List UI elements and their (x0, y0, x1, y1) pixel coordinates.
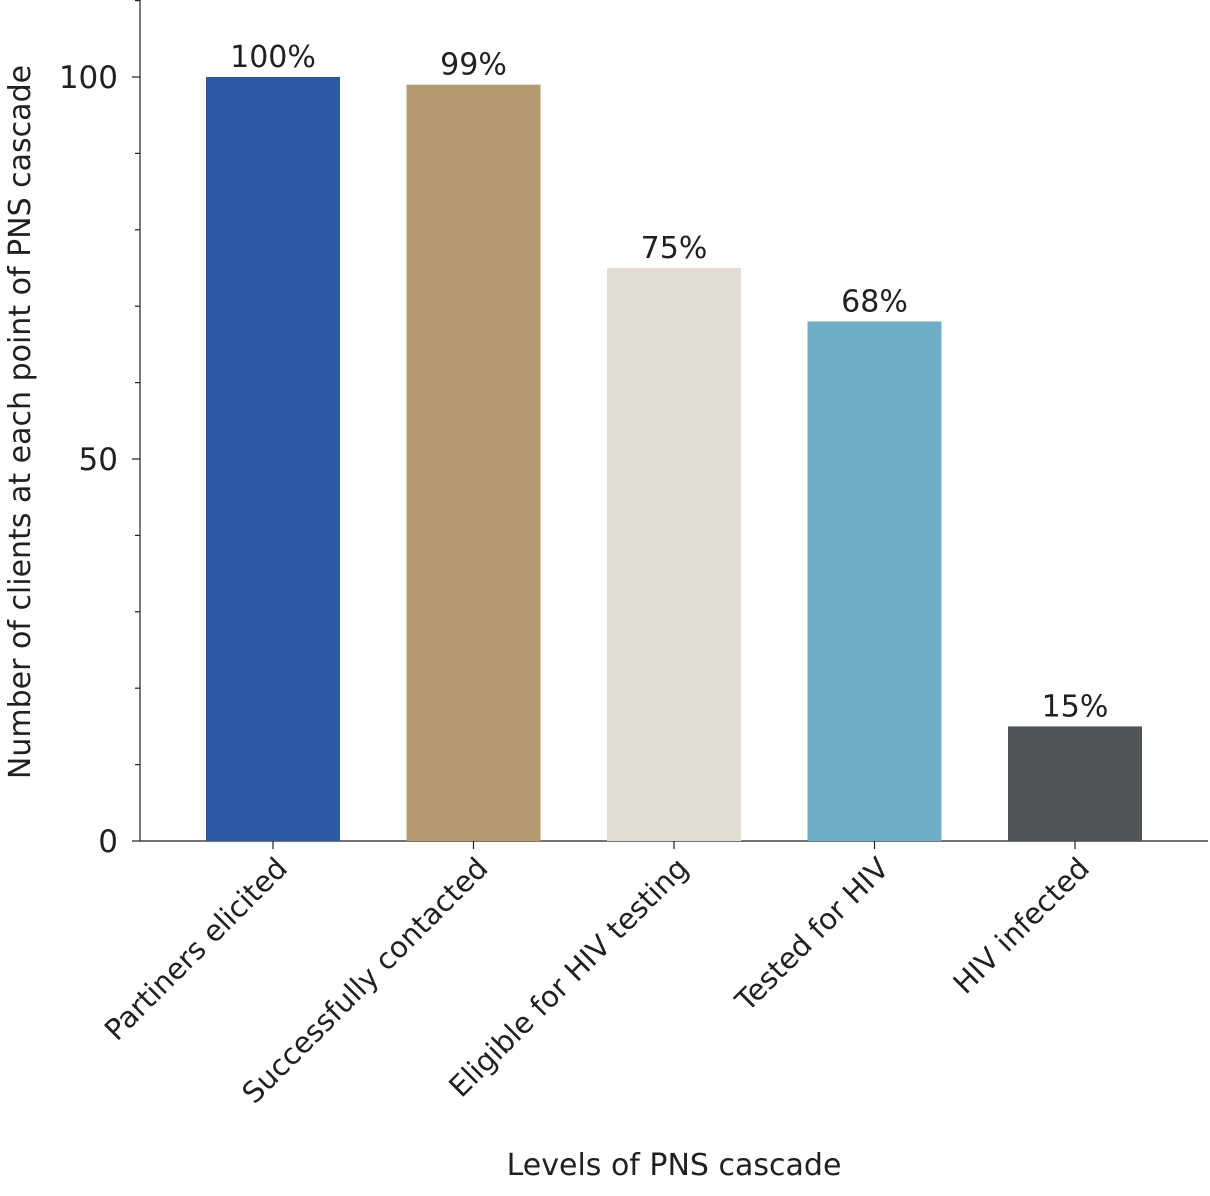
y-tick-label: 0 (98, 824, 118, 860)
data-label: 15% (1042, 689, 1109, 724)
data-label: 75% (641, 231, 708, 266)
bar (406, 84, 541, 841)
y-axis-title: Number of clients at each point of PNS c… (3, 65, 38, 779)
data-label: 100% (230, 40, 316, 75)
bar (807, 321, 942, 842)
bar (1008, 726, 1142, 841)
category-label: Partiners elicited (98, 851, 294, 1047)
category-label: HIV infected (946, 851, 1096, 1001)
y-tick-label: 50 (79, 442, 118, 478)
data-label: 68% (841, 284, 908, 319)
y-tick-label: 100 (59, 60, 118, 96)
bar (206, 77, 340, 841)
category-label: Tested for HIV (728, 851, 896, 1019)
data-labels: 100% 99% 75% 68% 15% (230, 40, 1108, 724)
x-axis-title: Levels of PNS cascade (507, 1148, 842, 1183)
bars (206, 77, 1142, 842)
y-axis-ticks: 0 50 100 (59, 0, 140, 860)
x-axis-ticks (272, 841, 1076, 849)
data-label: 99% (440, 48, 507, 83)
bar (607, 268, 741, 841)
